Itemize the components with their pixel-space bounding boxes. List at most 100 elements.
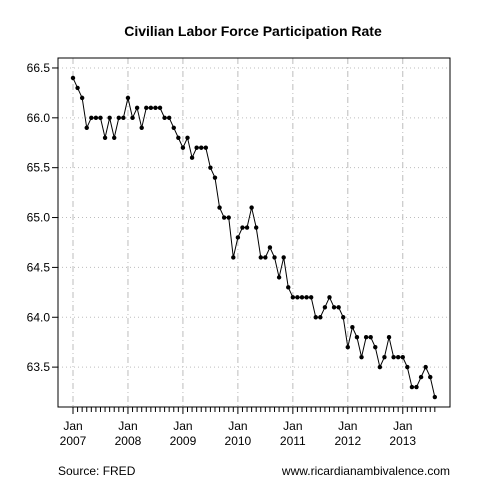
data-point — [263, 255, 268, 260]
data-point — [217, 205, 222, 210]
data-point — [162, 115, 167, 121]
data-point — [176, 135, 181, 140]
data-point — [345, 344, 350, 350]
data-point — [112, 135, 117, 140]
data-point — [400, 354, 405, 360]
data-point — [121, 115, 126, 121]
data-point — [318, 315, 323, 320]
data-point — [350, 325, 355, 330]
data-point — [258, 255, 263, 260]
data-point — [336, 305, 341, 310]
data-point — [102, 135, 108, 140]
data-point — [322, 305, 328, 310]
x-tick-label-year: 2011 — [280, 434, 306, 448]
data-point — [93, 115, 99, 121]
data-point — [180, 145, 186, 150]
data-point — [166, 115, 172, 121]
data-point — [414, 384, 419, 390]
data-point — [98, 115, 103, 121]
data-point — [153, 105, 158, 111]
data-point — [386, 335, 392, 340]
data-point — [116, 115, 122, 121]
y-tick-label: 64.0 — [27, 310, 51, 324]
x-tick-label-month: Jan — [63, 419, 82, 433]
data-point — [139, 125, 144, 130]
data-point — [212, 175, 218, 180]
plot-frame — [57, 57, 451, 408]
data-point — [235, 235, 241, 240]
data-point — [377, 364, 383, 370]
data-point — [373, 344, 378, 350]
axes: 63.564.064.565.065.566.066.5Jan2007Jan20… — [27, 61, 436, 448]
data-point — [226, 215, 231, 220]
data-point — [363, 335, 369, 340]
grid-lines — [58, 58, 450, 407]
data-point — [382, 354, 387, 360]
data-point — [368, 335, 373, 340]
data-point — [341, 315, 346, 320]
data-point — [272, 255, 277, 260]
data-point — [70, 75, 76, 81]
source-note: Source: FRED — [58, 464, 136, 478]
x-tick-label-month: Jan — [283, 419, 302, 433]
data-points — [70, 75, 438, 400]
data-point — [125, 95, 131, 101]
data-point — [299, 295, 305, 300]
y-tick-label: 65.5 — [27, 161, 51, 175]
data-point — [199, 145, 204, 150]
data-point — [89, 115, 94, 121]
data-point — [134, 105, 140, 111]
data-point — [423, 364, 428, 370]
data-point — [171, 125, 176, 130]
data-point — [428, 374, 433, 380]
credit-note: www.ricardianambivalence.com — [281, 464, 450, 478]
data-point — [221, 215, 227, 220]
data-point — [409, 384, 415, 390]
data-point — [208, 165, 213, 170]
data-point — [354, 335, 360, 340]
x-tick-label-year: 2009 — [170, 434, 197, 448]
x-tick-label-year: 2008 — [115, 434, 142, 448]
y-tick-label: 65.0 — [27, 211, 51, 225]
data-point — [240, 225, 245, 230]
series-line — [72, 77, 436, 398]
x-tick-label-year: 2012 — [334, 434, 361, 448]
data-point — [79, 95, 85, 101]
y-tick-label: 63.5 — [27, 360, 51, 374]
data-point — [308, 295, 314, 300]
data-point — [203, 145, 209, 150]
data-point — [185, 135, 190, 140]
data-point — [231, 255, 236, 260]
x-tick-label-year: 2010 — [225, 434, 252, 448]
data-point — [304, 295, 309, 300]
data-point — [418, 374, 424, 380]
data-point — [84, 125, 89, 130]
data-point — [359, 354, 364, 360]
data-point — [144, 105, 149, 111]
x-tick-label-month: Jan — [118, 419, 137, 433]
data-point — [130, 115, 135, 121]
data-point — [244, 225, 250, 230]
y-tick-label: 64.5 — [27, 260, 51, 274]
x-tick-label-month: Jan — [393, 419, 412, 433]
data-point — [286, 285, 291, 290]
data-point — [313, 315, 318, 320]
y-tick-label: 66.5 — [27, 61, 51, 75]
data-point — [290, 295, 296, 300]
data-point — [281, 255, 286, 260]
x-tick-label-year: 2013 — [389, 434, 416, 448]
data-point — [395, 354, 401, 360]
data-point — [327, 295, 332, 300]
data-point — [276, 275, 282, 280]
x-tick-label-month: Jan — [173, 419, 192, 433]
data-point — [107, 115, 112, 121]
x-tick-label-month: Jan — [338, 419, 357, 433]
data-point — [295, 295, 300, 300]
data-point — [331, 305, 337, 310]
data-point — [157, 105, 163, 111]
data-point — [249, 205, 254, 210]
y-tick-label: 66.0 — [27, 111, 51, 125]
x-tick-label-month: Jan — [228, 419, 247, 433]
data-point — [194, 145, 199, 150]
